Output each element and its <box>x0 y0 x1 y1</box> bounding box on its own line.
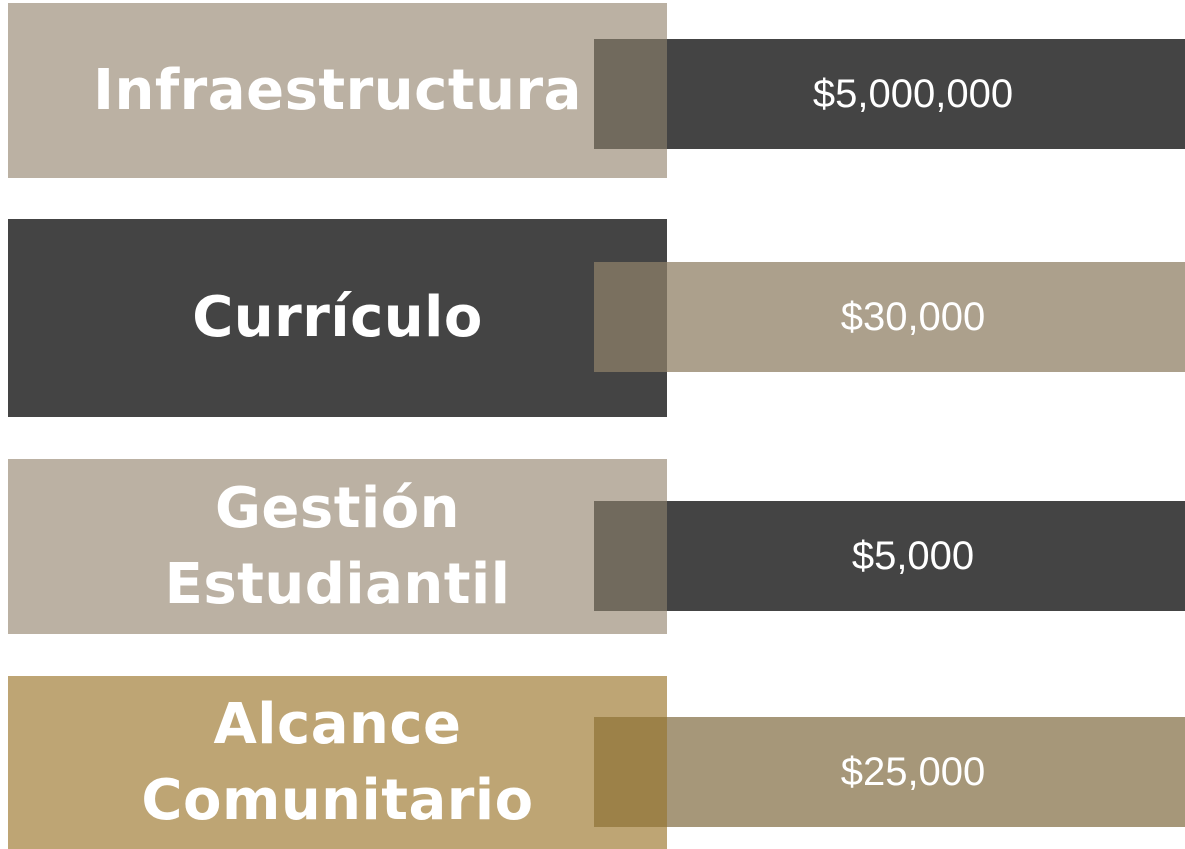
label-line: Gestión <box>214 475 461 541</box>
label-line: Alcance <box>213 691 462 757</box>
amount-bar <box>667 262 1185 372</box>
label-line: Currículo <box>192 285 483 350</box>
label-box: Alcance Comunitario <box>8 676 667 849</box>
amount: $30,000 <box>840 294 986 339</box>
amount: $5,000,000 <box>812 71 1014 116</box>
amount: $5,000 <box>851 533 975 578</box>
overlap <box>594 39 667 149</box>
overlap <box>594 262 667 372</box>
label-box: Infraestructura <box>8 3 667 178</box>
label-line: Infraestructura <box>93 57 582 123</box>
overlap <box>594 501 667 611</box>
label-line: Estudiantil <box>164 551 511 617</box>
label-box: Currículo <box>8 219 667 417</box>
amount-bar <box>667 501 1185 611</box>
label-box: Gestión Estudiantil <box>8 459 667 634</box>
amount: $25,000 <box>840 749 986 794</box>
label-line: Comunitario <box>141 767 534 833</box>
amount-bar <box>667 717 1185 827</box>
amount-bar <box>667 39 1185 149</box>
overlap <box>594 717 667 827</box>
